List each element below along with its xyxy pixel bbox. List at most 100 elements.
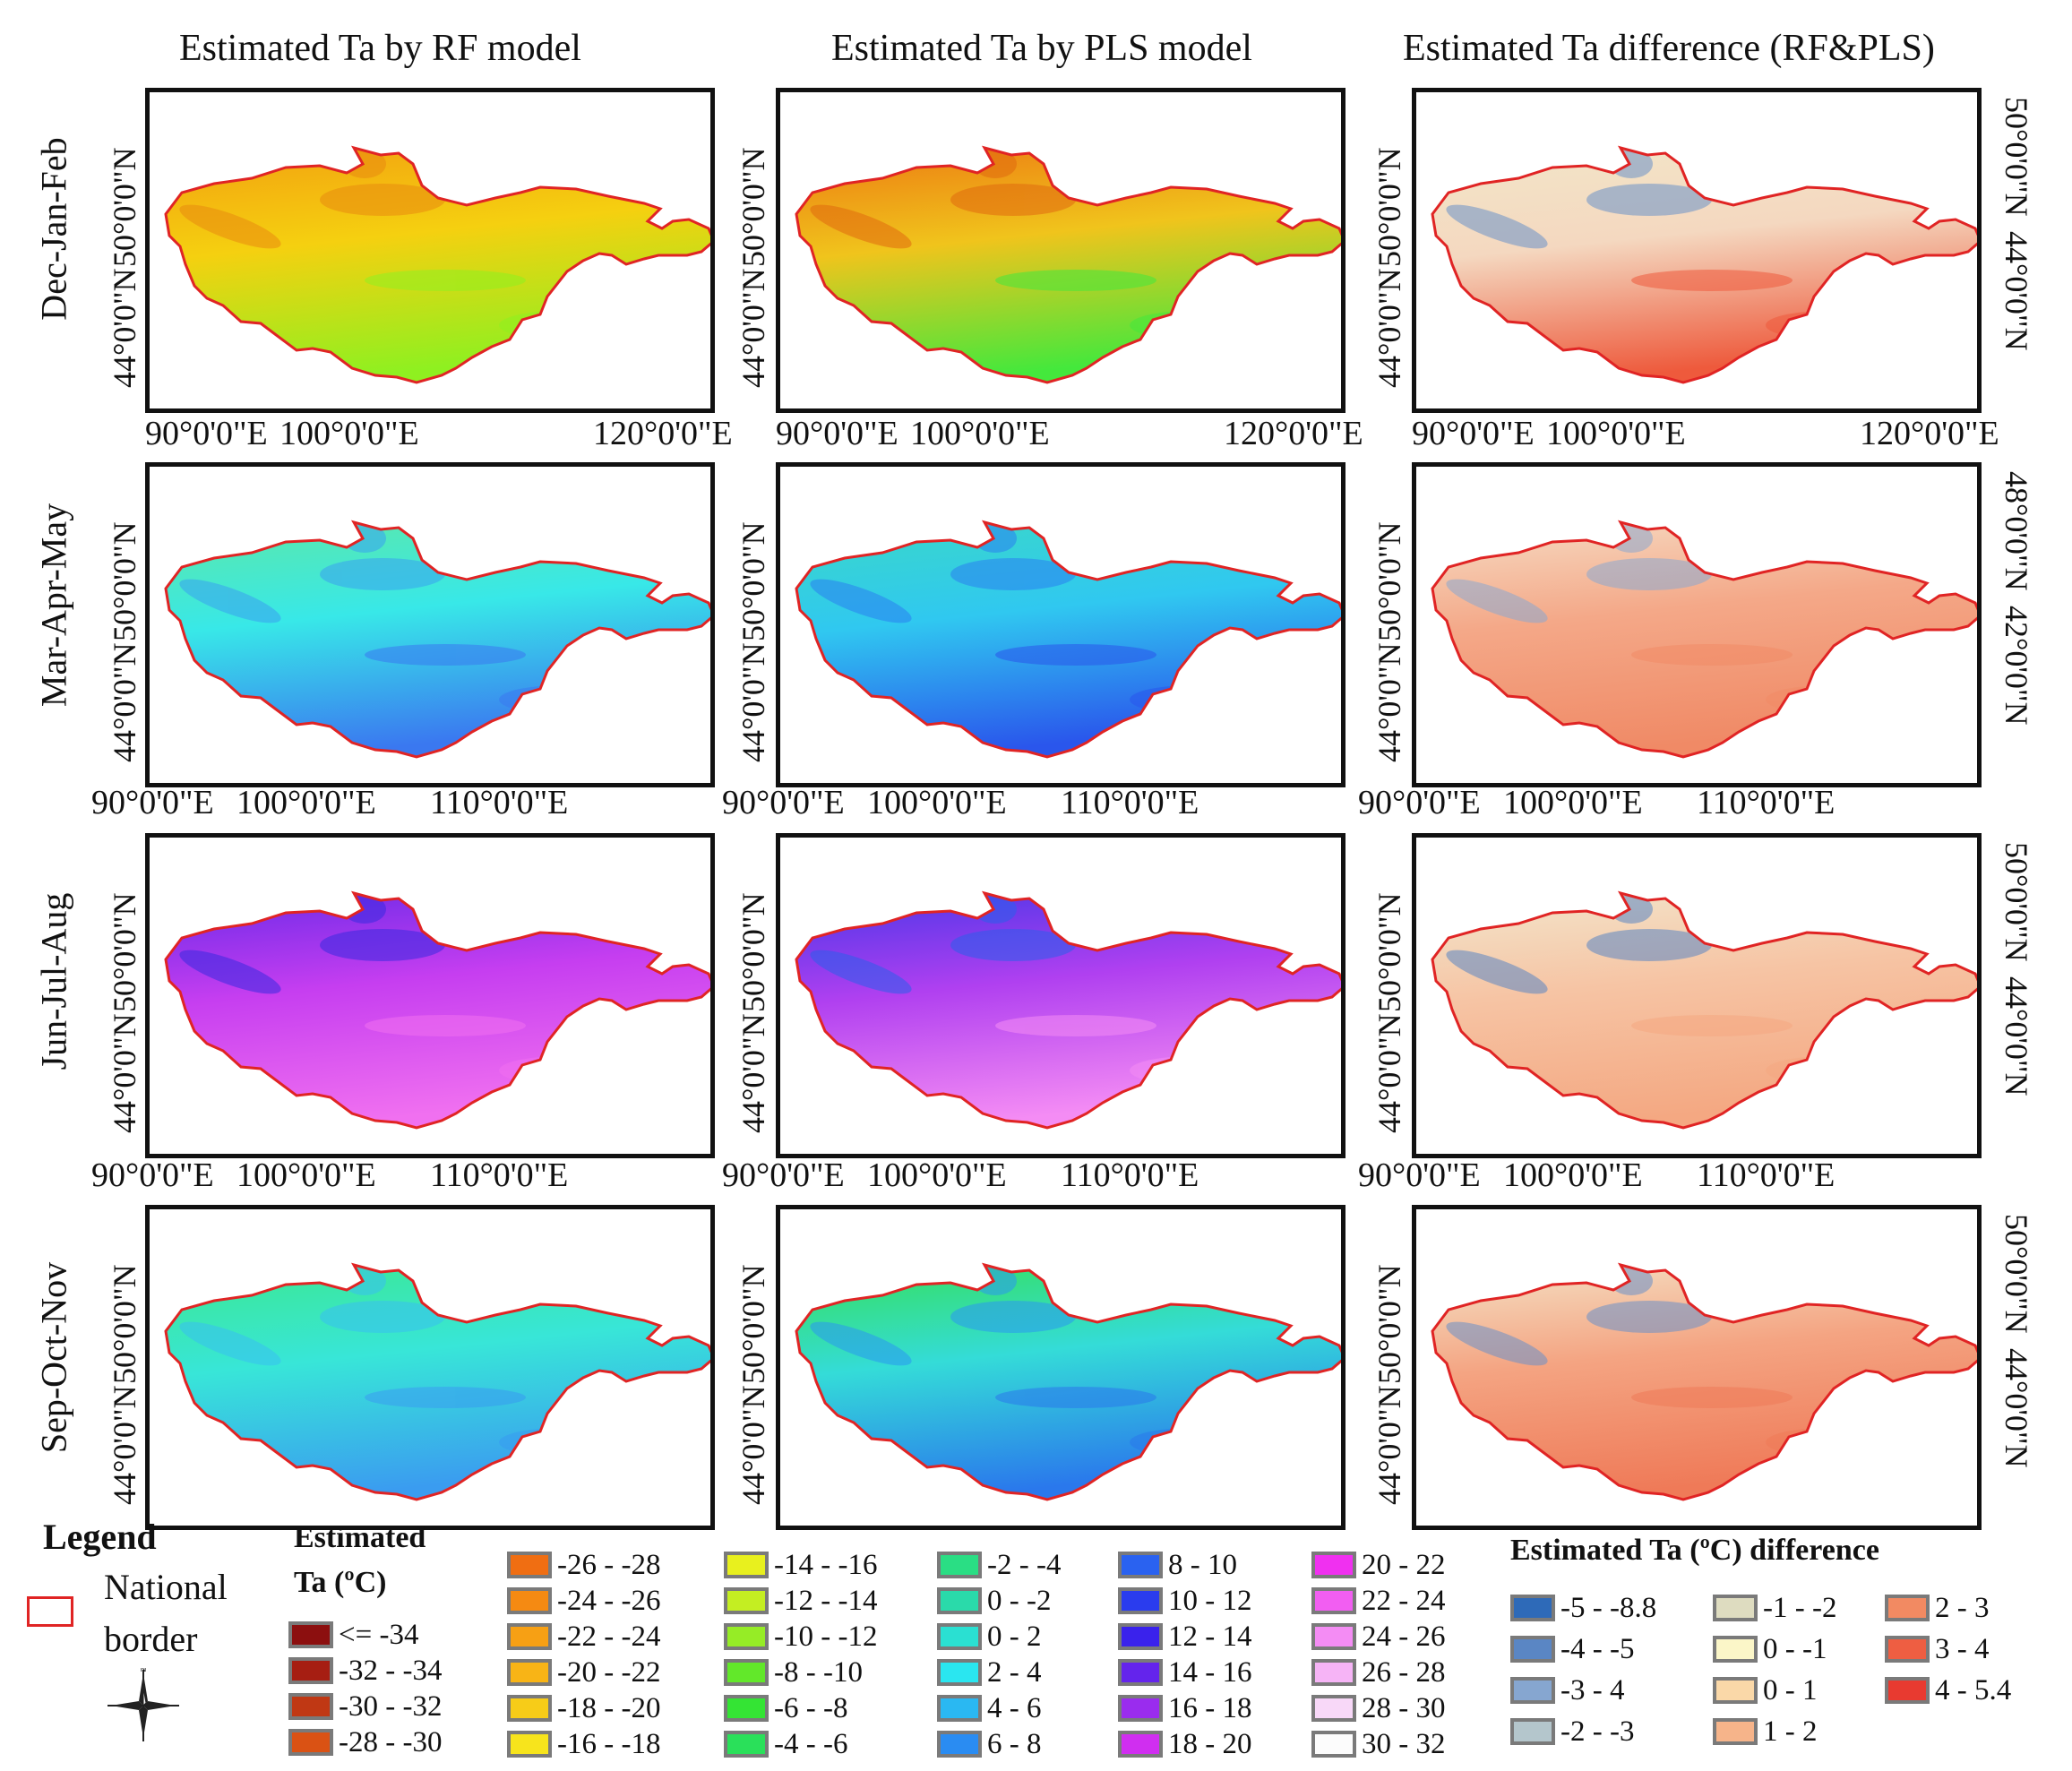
diff-legend-item: -2 - -3: [1510, 1715, 1634, 1749]
lon-tick-label: 100°0'0"E: [236, 784, 376, 821]
ta-legend-swatch: [1118, 1695, 1163, 1722]
ta-legend-swatch: [724, 1587, 769, 1614]
ta-legend-item: -12 - -14: [724, 1584, 877, 1618]
ta-legend-item: 14 - 16: [1118, 1655, 1252, 1689]
lat-tick-label: 44°0'0"N: [1371, 1385, 1407, 1505]
ta-legend-item: 28 - 30: [1311, 1691, 1446, 1725]
ta-legend-label: -4 - -6: [774, 1727, 848, 1760]
national-border-line: [795, 520, 1341, 759]
ta-legend-label: -2 - -4: [987, 1548, 1062, 1581]
lat-tick-label: 42°0'0"N: [1999, 606, 2034, 726]
diff-legend-item: 0 - 1: [1713, 1673, 1818, 1707]
ta-legend-label: -14 - -16: [774, 1548, 878, 1581]
lat-tick-label: 50°0'0"N: [1371, 147, 1407, 267]
diff-legend-item: 4 - 5.4: [1885, 1673, 2011, 1707]
diff-legend-label: 1 - 2: [1763, 1715, 1818, 1748]
ta-legend-label: -30 - -32: [339, 1689, 443, 1723]
lat-tick-label: 44°0'0"N: [735, 1385, 771, 1505]
lat-tick-label: 50°0'0"N: [1999, 842, 2034, 962]
ta-legend-item: -16 - -18: [507, 1727, 660, 1761]
ta-legend-item: -18 - -20: [507, 1691, 660, 1725]
column-title-difference: Estimated Ta difference (RF&PLS): [1403, 28, 1935, 69]
mongolia-raster: [796, 1265, 1341, 1500]
mongolia-raster: [1432, 522, 1977, 757]
ta-legend-item: 18 - 20: [1118, 1727, 1252, 1761]
legend-title: Legend: [43, 1517, 157, 1557]
ta-legend-item: 0 - -2: [937, 1584, 1051, 1618]
ta-legend-label: -16 - -18: [557, 1727, 661, 1760]
diff-legend-label: -3 - 4: [1560, 1673, 1625, 1707]
national-border-line: [795, 145, 1341, 384]
national-border-line: [1431, 520, 1977, 759]
diff-legend-item: -3 - 4: [1510, 1673, 1624, 1707]
lat-tick-label: 50°0'0"N: [735, 521, 771, 641]
mongolia-raster: [796, 893, 1341, 1128]
ta-legend-label: 2 - 4: [987, 1655, 1042, 1689]
lon-tick-label: 110°0'0"E: [1061, 1156, 1199, 1194]
mongolia-raster: [1432, 148, 1977, 383]
lon-tick-label: 90°0'0"E: [776, 415, 898, 452]
ta-legend-label: -32 - -34: [339, 1654, 443, 1687]
lat-tick-label: 44°0'0"N: [107, 1013, 142, 1133]
ta-legend-swatch: [937, 1695, 982, 1722]
lat-tick-label: 44°0'0"N: [735, 642, 771, 762]
diff-legend-item: -4 - -5: [1510, 1632, 1634, 1666]
ta-legend-item: -32 - -34: [288, 1654, 442, 1688]
mongolia-raster: [1432, 1265, 1977, 1500]
ta-legend-swatch: [507, 1623, 552, 1650]
lon-tick-label: 90°0'0"E: [91, 784, 214, 821]
row-label-jja: Jun-Jul-Aug: [33, 892, 74, 1070]
diff-legend-label: -5 - -8.8: [1560, 1591, 1657, 1624]
lon-tick-label: 110°0'0"E: [430, 1156, 569, 1194]
national-border-line: [795, 890, 1341, 1130]
lon-tick-label: 100°0'0"E: [1546, 415, 1686, 452]
column-title-pls: Estimated Ta by PLS model: [831, 28, 1252, 69]
lon-tick-label: 90°0'0"E: [1358, 784, 1481, 821]
ta-legend-label: 20 - 22: [1362, 1548, 1446, 1581]
lat-tick-label: 50°0'0"N: [1371, 1264, 1407, 1384]
national-border-label-1: National: [104, 1567, 228, 1607]
lon-tick-label: 90°0'0"E: [1412, 415, 1535, 452]
mongolia-raster: [796, 522, 1341, 757]
diff-legend-swatch: [1885, 1595, 1930, 1621]
national-border-line: [164, 1262, 710, 1501]
national-border-line: [1431, 890, 1977, 1130]
lat-tick-label: 50°0'0"N: [735, 892, 771, 1012]
lon-tick-label: 100°0'0"E: [867, 1156, 1007, 1194]
ta-legend-swatch: [507, 1731, 552, 1758]
ta-legend-item: 0 - 2: [937, 1620, 1042, 1654]
diff-legend-swatch: [1510, 1595, 1555, 1621]
diff-legend-item: -1 - -2: [1713, 1591, 1836, 1625]
map-panel-djf-pls: [776, 88, 1346, 413]
ta-legend-swatch: [937, 1623, 982, 1650]
ta-legend-swatch: [937, 1587, 982, 1614]
ta-legend-item: 24 - 26: [1311, 1620, 1446, 1654]
ta-legend-item: -30 - -32: [288, 1689, 442, 1724]
compass-rose-icon: N: [107, 1668, 179, 1741]
ta-legend-label: -24 - -26: [557, 1584, 661, 1617]
diff-legend-swatch: [1885, 1677, 1930, 1704]
ta-legend-swatch: [1118, 1623, 1163, 1650]
map-panel-jja-diff: [1412, 833, 1982, 1158]
national-border-line: [164, 890, 710, 1130]
ta-legend-item: -20 - -22: [507, 1655, 660, 1689]
map-panel-son-rf: [145, 1205, 715, 1530]
diff-legend-item: 0 - -1: [1713, 1632, 1827, 1666]
ta-legend-item: 26 - 28: [1311, 1655, 1446, 1689]
map-panel-mam-pls: [776, 462, 1346, 787]
diff-legend-swatch: [1713, 1595, 1758, 1621]
ta-legend-swatch: [937, 1659, 982, 1686]
lon-tick-label: 120°0'0"E: [593, 415, 733, 452]
map-panel-jja-rf: [145, 833, 715, 1158]
ta-legend-swatch: [288, 1693, 333, 1720]
ta-legend-label: 0 - 2: [987, 1620, 1042, 1653]
ta-legend-item: -4 - -6: [724, 1727, 847, 1761]
diff-legend-item: 3 - 4: [1885, 1632, 1990, 1666]
lat-tick-label: 50°0'0"N: [735, 147, 771, 267]
lat-tick-label: 44°0'0"N: [1999, 976, 2034, 1096]
lat-tick-label: 50°0'0"N: [107, 521, 142, 641]
ta-legend-swatch: [1311, 1623, 1356, 1650]
diff-legend-swatch: [1510, 1718, 1555, 1745]
national-border-line: [164, 520, 710, 759]
ta-legend-label: -8 - -10: [774, 1655, 863, 1689]
